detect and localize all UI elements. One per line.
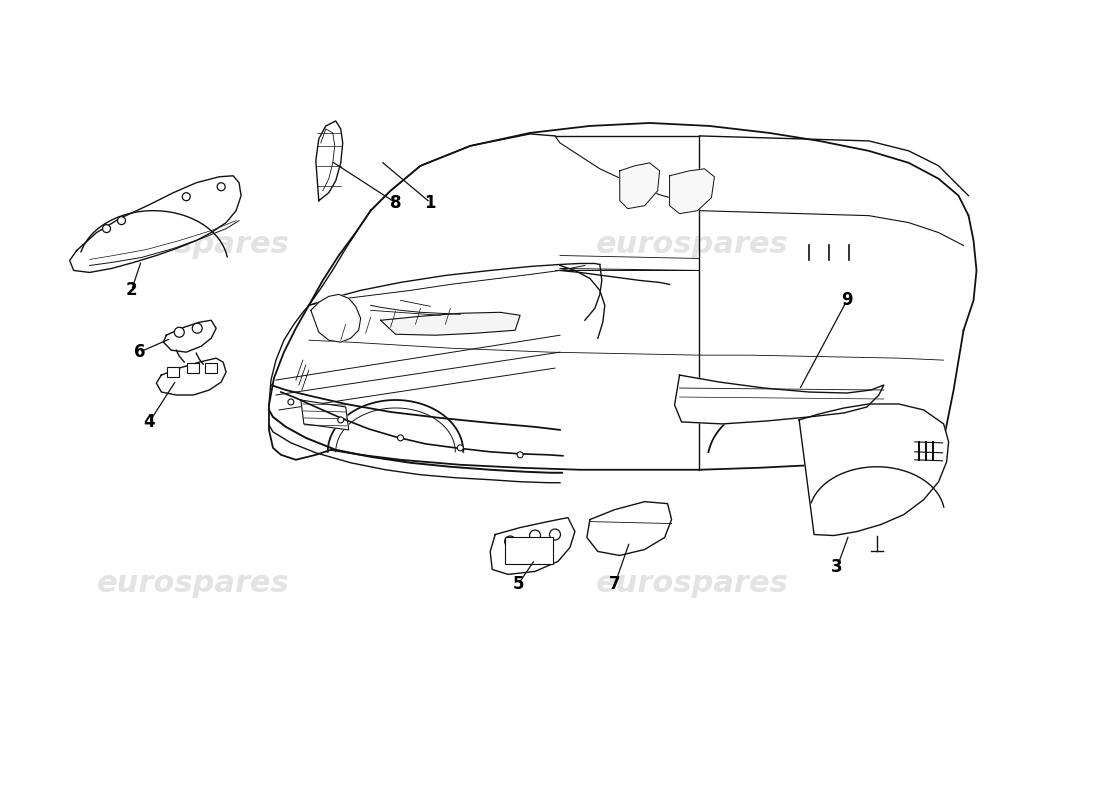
Circle shape: [288, 399, 294, 405]
Circle shape: [550, 529, 561, 540]
Text: 3: 3: [832, 558, 843, 577]
Circle shape: [532, 549, 543, 560]
Polygon shape: [163, 320, 217, 352]
Polygon shape: [587, 502, 672, 555]
Circle shape: [517, 452, 524, 458]
Bar: [206, 363, 217, 373]
Polygon shape: [301, 400, 349, 430]
Text: 6: 6: [134, 343, 145, 361]
Circle shape: [183, 193, 190, 201]
Text: 2: 2: [125, 282, 138, 299]
Text: 9: 9: [842, 291, 852, 310]
Circle shape: [397, 435, 404, 441]
Polygon shape: [156, 358, 227, 395]
Bar: [167, 367, 179, 377]
Polygon shape: [799, 404, 948, 535]
Text: 4: 4: [144, 413, 155, 431]
Text: 7: 7: [609, 575, 620, 594]
Polygon shape: [316, 121, 343, 201]
Polygon shape: [311, 294, 361, 342]
Polygon shape: [381, 312, 520, 335]
Polygon shape: [619, 163, 660, 209]
Text: 5: 5: [513, 575, 524, 594]
Text: eurospares: eurospares: [596, 569, 789, 598]
Circle shape: [509, 552, 520, 563]
Circle shape: [217, 182, 226, 190]
Circle shape: [338, 417, 343, 423]
Circle shape: [192, 323, 202, 334]
Text: eurospares: eurospares: [596, 230, 789, 259]
Polygon shape: [674, 375, 883, 424]
Circle shape: [174, 327, 185, 338]
Polygon shape: [670, 169, 714, 214]
Circle shape: [529, 530, 540, 541]
Circle shape: [118, 217, 125, 225]
Bar: [505, 537, 553, 565]
Text: 1: 1: [425, 194, 437, 212]
Polygon shape: [69, 176, 241, 273]
Bar: [187, 363, 199, 373]
Text: 8: 8: [389, 194, 402, 212]
Polygon shape: [491, 518, 575, 574]
Text: eurospares: eurospares: [98, 569, 290, 598]
Circle shape: [102, 225, 110, 233]
Circle shape: [458, 445, 463, 451]
Text: eurospares: eurospares: [98, 230, 290, 259]
Circle shape: [505, 536, 516, 547]
